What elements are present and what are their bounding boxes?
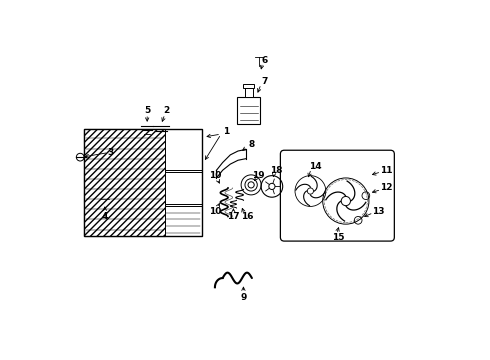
Text: 15: 15 bbox=[332, 233, 344, 242]
Text: 16: 16 bbox=[241, 212, 253, 221]
Text: 10: 10 bbox=[209, 171, 221, 180]
Circle shape bbox=[269, 183, 275, 189]
Text: 3: 3 bbox=[107, 148, 113, 157]
Text: 19: 19 bbox=[252, 171, 265, 180]
Text: 10: 10 bbox=[209, 207, 221, 216]
Text: 6: 6 bbox=[261, 56, 268, 65]
Bar bbox=[237, 98, 260, 125]
Text: 18: 18 bbox=[270, 166, 283, 175]
Text: 1: 1 bbox=[222, 127, 229, 136]
FancyBboxPatch shape bbox=[280, 150, 394, 241]
Text: 13: 13 bbox=[372, 207, 385, 216]
Text: 2: 2 bbox=[163, 107, 170, 116]
Text: 8: 8 bbox=[248, 140, 254, 149]
Bar bbox=[245, 88, 253, 98]
Circle shape bbox=[307, 188, 314, 194]
Text: 11: 11 bbox=[380, 166, 392, 175]
Bar bbox=[165, 130, 202, 170]
Text: 17: 17 bbox=[227, 212, 240, 221]
Bar bbox=[84, 130, 165, 236]
Bar bbox=[165, 206, 202, 236]
Bar bbox=[84, 130, 165, 236]
Circle shape bbox=[341, 197, 350, 206]
Text: 12: 12 bbox=[380, 184, 392, 193]
Bar bbox=[244, 84, 254, 88]
Text: 14: 14 bbox=[309, 162, 321, 171]
Text: 7: 7 bbox=[261, 77, 268, 86]
Text: 5: 5 bbox=[144, 107, 150, 116]
Text: 9: 9 bbox=[240, 293, 246, 302]
Bar bbox=[165, 172, 202, 204]
Text: 4: 4 bbox=[101, 212, 108, 221]
Bar bbox=[84, 130, 202, 236]
